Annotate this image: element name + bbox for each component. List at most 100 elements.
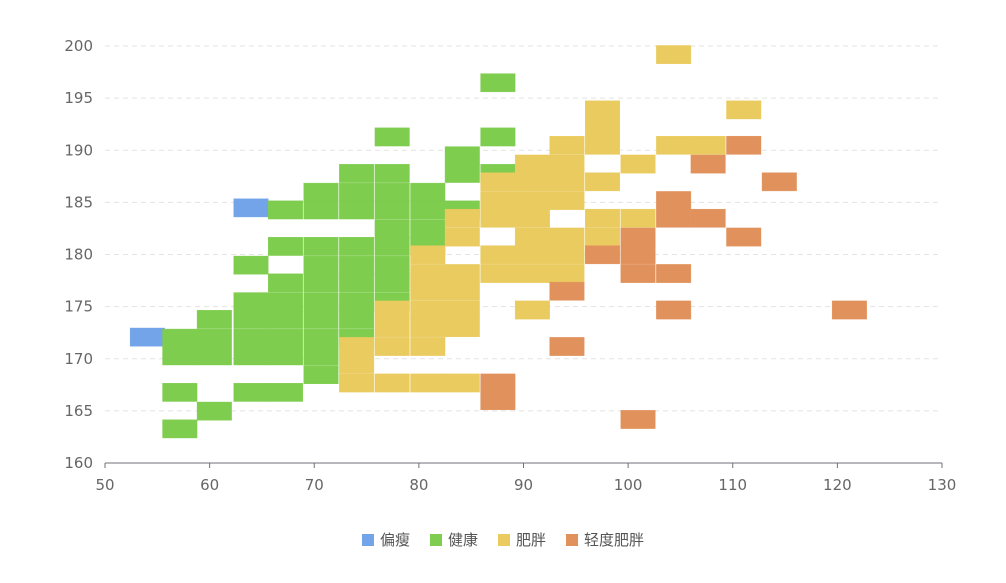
heatmap-cell-normal[interactable] <box>339 255 375 275</box>
heatmap-cell-normal[interactable] <box>374 200 410 220</box>
heatmap-cell-over[interactable] <box>410 264 446 283</box>
heatmap-cell-normal[interactable] <box>303 346 339 366</box>
heatmap-cell-over[interactable] <box>656 135 692 155</box>
heatmap-cell-over[interactable] <box>514 264 550 283</box>
heatmap-cell-over[interactable] <box>410 318 446 338</box>
heatmap-cell-normal[interactable] <box>268 310 303 329</box>
heatmap-cell-under[interactable] <box>129 327 165 347</box>
heatmap-cell-over[interactable] <box>480 245 516 265</box>
heatmap-cell-over[interactable] <box>444 300 480 320</box>
heatmap-cell-normal[interactable] <box>303 200 339 220</box>
heatmap-cell-mild[interactable] <box>690 154 726 174</box>
heatmap-cell-normal[interactable] <box>303 273 339 293</box>
heatmap-cell-under[interactable] <box>233 198 269 218</box>
heatmap-cell-normal[interactable] <box>268 273 303 293</box>
heatmap-cell-over[interactable] <box>549 154 585 174</box>
heatmap-cell-normal[interactable] <box>374 273 410 293</box>
heatmap-cell-over[interactable] <box>480 191 516 210</box>
heatmap-cell-normal[interactable] <box>196 401 232 421</box>
heatmap-cell-normal[interactable] <box>374 127 410 147</box>
legend-item-under[interactable]: 偏瘦 <box>361 531 410 549</box>
heatmap-cell-mild[interactable] <box>761 172 797 192</box>
heatmap-cell-mild[interactable] <box>549 281 585 301</box>
heatmap-cell-normal[interactable] <box>444 164 480 183</box>
heatmap-cell-normal[interactable] <box>410 182 446 202</box>
heatmap-cell-over[interactable] <box>514 245 550 265</box>
heatmap-cell-over[interactable] <box>549 264 585 283</box>
heatmap-cell-over[interactable] <box>585 118 620 137</box>
heatmap-cell-over[interactable] <box>444 264 480 283</box>
heatmap-cell-normal[interactable] <box>233 346 269 366</box>
heatmap-cell-mild[interactable] <box>480 391 516 411</box>
heatmap-cell-over[interactable] <box>549 191 585 210</box>
heatmap-cell-over[interactable] <box>480 208 516 228</box>
heatmap-cell-normal[interactable] <box>303 365 339 384</box>
heatmap-cell-mild[interactable] <box>480 373 516 393</box>
heatmap-cell-over[interactable] <box>444 281 480 301</box>
heatmap-cell-normal[interactable] <box>374 255 410 275</box>
heatmap-cell-normal[interactable] <box>303 292 339 311</box>
heatmap-cell-over[interactable] <box>514 172 550 192</box>
heatmap-cell-normal[interactable] <box>303 310 339 329</box>
heatmap-cell-over[interactable] <box>410 281 446 301</box>
heatmap-cell-over[interactable] <box>480 172 516 192</box>
legend-item-mild[interactable]: 轻度肥胖 <box>566 531 644 549</box>
legend[interactable]: 偏瘦 健康 肥胖 轻度肥胖 <box>361 531 644 549</box>
heatmap-cell-over[interactable] <box>444 318 480 338</box>
heatmap-cell-mild[interactable] <box>656 300 692 320</box>
heatmap-cell-over[interactable] <box>374 373 410 393</box>
heatmap-cell-normal[interactable] <box>196 346 232 366</box>
heatmap-cell-normal[interactable] <box>444 146 480 166</box>
heatmap-cell-normal[interactable] <box>268 237 303 256</box>
heatmap-cell-over[interactable] <box>444 208 480 228</box>
heatmap-cell-normal[interactable] <box>268 383 303 402</box>
heatmap-cell-over[interactable] <box>444 227 480 247</box>
heatmap-cell-normal[interactable] <box>162 419 198 439</box>
heatmap-cell-normal[interactable] <box>339 237 375 256</box>
heatmap-cell-over[interactable] <box>585 100 620 120</box>
heatmap-cell-mild[interactable] <box>620 410 656 429</box>
heatmap-cell-mild[interactable] <box>620 245 656 265</box>
heatmap-cell-mild[interactable] <box>831 300 867 320</box>
heatmap-cell-normal[interactable] <box>233 255 269 275</box>
heatmap-cell-over[interactable] <box>374 300 410 320</box>
heatmap-cell-over[interactable] <box>549 135 585 155</box>
heatmap-cell-normal[interactable] <box>303 182 339 202</box>
heatmap-cell-normal[interactable] <box>233 292 269 311</box>
heatmap-cell-normal[interactable] <box>233 328 269 348</box>
heatmap-cell-over[interactable] <box>620 154 656 174</box>
heatmap-cell-over[interactable] <box>339 354 375 374</box>
heatmap-cell-normal[interactable] <box>233 310 269 329</box>
heatmap-cell-over[interactable] <box>585 172 620 192</box>
heatmap-cell-over[interactable] <box>585 227 620 247</box>
heatmap-cell-over[interactable] <box>514 208 550 228</box>
heatmap-cell-normal[interactable] <box>303 328 339 348</box>
heatmap-cell-over[interactable] <box>410 373 446 393</box>
heatmap-cell-normal[interactable] <box>339 200 375 220</box>
heatmap-cell-normal[interactable] <box>480 127 516 147</box>
heatmap-cell-over[interactable] <box>726 100 762 120</box>
legend-item-over[interactable]: 肥胖 <box>498 531 546 549</box>
heatmap-cell-normal[interactable] <box>374 164 410 183</box>
heatmap-cell-normal[interactable] <box>374 237 410 256</box>
legend-item-normal[interactable]: 健康 <box>429 531 478 549</box>
heatmap-cell-normal[interactable] <box>196 310 232 329</box>
heatmap-cell-normal[interactable] <box>268 200 303 220</box>
heatmap-cell-over[interactable] <box>339 337 375 356</box>
heatmap-cell-normal[interactable] <box>196 328 232 348</box>
heatmap-cell-normal[interactable] <box>410 219 446 239</box>
heatmap-cell-mild[interactable] <box>690 208 726 228</box>
heatmap-cell-normal[interactable] <box>162 383 198 402</box>
heatmap-cell-normal[interactable] <box>233 383 269 402</box>
heatmap-cell-over[interactable] <box>690 135 726 155</box>
heatmap-cell-mild[interactable] <box>620 264 656 283</box>
heatmap-cell-normal[interactable] <box>268 346 303 366</box>
heatmap-cell-normal[interactable] <box>303 255 339 275</box>
heatmap-cell-over[interactable] <box>549 227 585 247</box>
heatmap-cell-over[interactable] <box>410 245 446 265</box>
heatmap-cell-over[interactable] <box>410 337 446 356</box>
heatmap-cell-over[interactable] <box>514 227 550 247</box>
heatmap-cell-normal[interactable] <box>339 292 375 311</box>
heatmap-cell-mild[interactable] <box>726 135 762 155</box>
heatmap-cell-over[interactable] <box>374 318 410 338</box>
